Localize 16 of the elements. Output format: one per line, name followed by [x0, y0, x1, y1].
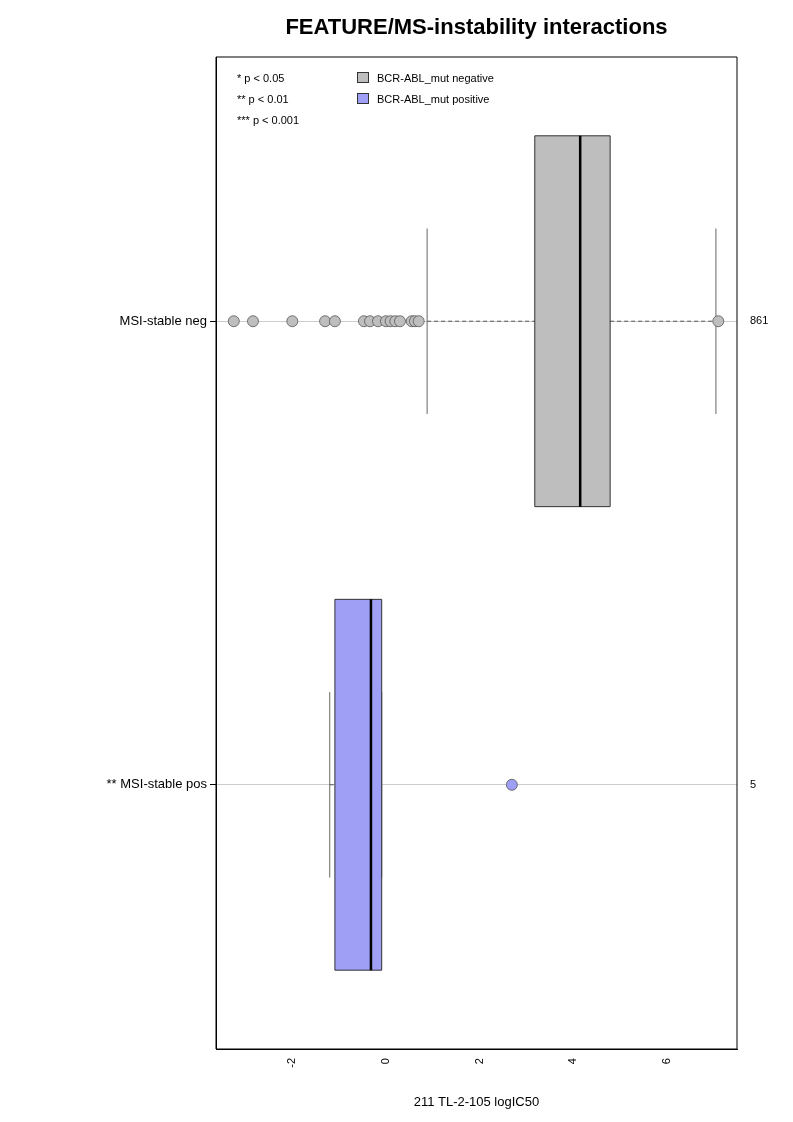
x-axis-title: 211 TL-2-105 logIC50 — [412, 1094, 541, 1109]
legend-label: BCR-ABL_mut negative — [377, 72, 494, 84]
chart-title: FEATURE/MS-instability interactions — [284, 14, 669, 40]
x-tick-label: 2 — [472, 1058, 485, 1065]
x-tick-label: 6 — [659, 1058, 672, 1065]
x-tick-label: 4 — [566, 1058, 579, 1065]
x-tick-label: -2 — [285, 1058, 298, 1068]
annotation: ** p < 0.01 — [237, 92, 290, 107]
legend-label: BCR-ABL_mut positive — [377, 93, 490, 105]
annotation: *** p < 0.001 — [237, 113, 300, 128]
text: 861 — [750, 314, 769, 327]
x-tick-label: 0 — [378, 1058, 391, 1065]
y-tick-label: ** MSI-stable pos — [106, 776, 208, 792]
y-tick-label: MSI-stable neg — [119, 312, 207, 328]
annotation: * p < 0.05 — [237, 71, 286, 86]
text: 5 — [750, 777, 757, 790]
